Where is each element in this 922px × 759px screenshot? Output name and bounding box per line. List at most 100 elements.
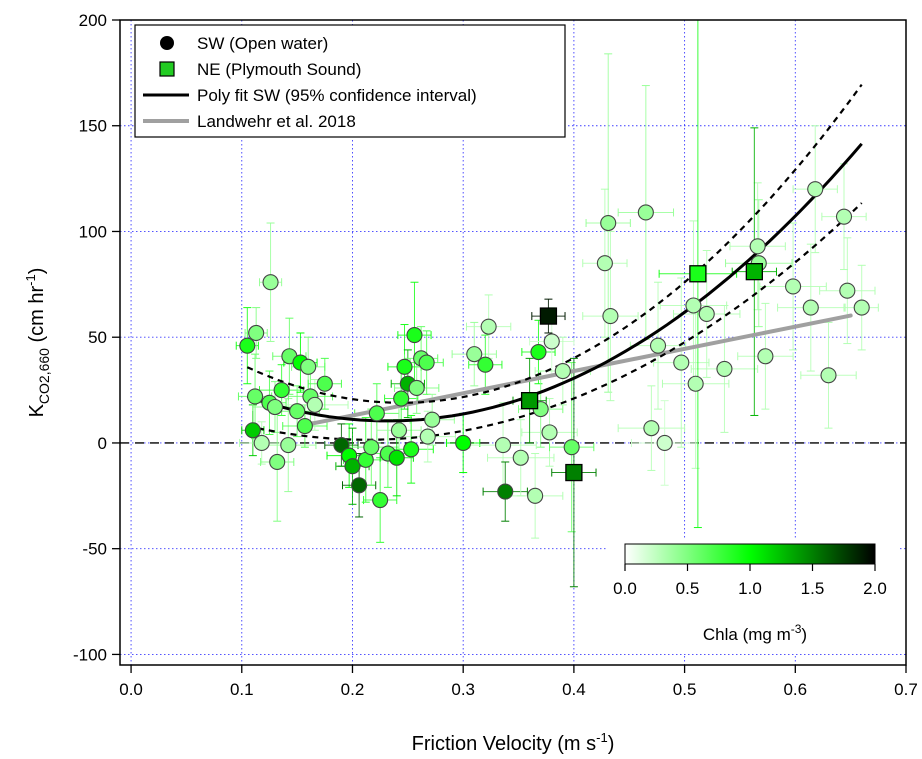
sw-point xyxy=(596,255,613,272)
sw-point xyxy=(477,356,494,373)
x-tick-label-5: 0.5 xyxy=(673,680,697,699)
confidence-upper-line xyxy=(246,83,863,404)
ne-point xyxy=(565,463,583,482)
sw-point xyxy=(266,398,284,416)
sw-point xyxy=(344,458,361,475)
y-tick-label-3: 50 xyxy=(88,328,107,347)
sw-point xyxy=(363,439,380,456)
x-axis-label: Friction Velocity (m s-1) xyxy=(412,730,615,755)
x-tick-label-2: 0.2 xyxy=(341,680,365,699)
sw-point xyxy=(820,367,837,384)
x-tick-label-3: 0.3 xyxy=(451,680,475,699)
colorbar: 0.0 0.5 1.0 1.5 2.0 Chla (mg m-3) xyxy=(606,538,898,654)
sw-point xyxy=(316,375,333,392)
sw-point xyxy=(512,449,529,466)
sw-point xyxy=(853,299,870,316)
sw-point xyxy=(351,477,368,494)
legend-circle-marker xyxy=(160,36,174,50)
sw-point xyxy=(300,358,317,375)
x-tick-label-1: 0.1 xyxy=(230,680,254,699)
y-tick-label-1: 150 xyxy=(79,117,107,136)
sw-point xyxy=(393,390,410,407)
sw-point xyxy=(698,305,715,323)
sw-point xyxy=(306,396,323,413)
sw-point xyxy=(388,449,405,466)
y-tick-label-4: 0 xyxy=(98,434,107,453)
sw-point xyxy=(273,382,290,399)
colorbar-tick-label-4: 2.0 xyxy=(863,579,887,598)
sw-point xyxy=(600,214,617,232)
sw-point xyxy=(248,324,265,342)
y-tick-label-2: 100 xyxy=(79,222,107,241)
ne-point xyxy=(689,265,707,283)
axis-ticks: 0.0 0.1 0.2 0.3 0.4 0.5 0.6 0.7 200 150 100 50 0 -50 -… xyxy=(73,11,918,699)
sw-point xyxy=(541,424,558,441)
sw-point xyxy=(673,354,690,371)
sw-point xyxy=(296,417,313,435)
sw-point xyxy=(253,434,270,452)
legend: SW (Open water) NE (Plymouth Sound) Poly… xyxy=(134,24,566,138)
colorbar-tick-label-0: 0.0 xyxy=(613,579,637,598)
landwehr-line xyxy=(306,313,853,427)
sw-point xyxy=(372,491,389,509)
sw-point xyxy=(687,375,704,392)
legend-box xyxy=(134,24,566,138)
y-tick-label-0: 200 xyxy=(79,11,107,30)
sw-point xyxy=(807,181,824,198)
colorbar-ticks: 0.0 0.5 1.0 1.5 2.0 xyxy=(613,564,887,598)
sw-point xyxy=(368,405,385,422)
sw-point xyxy=(396,358,413,375)
sw-point xyxy=(497,483,514,500)
ne-point xyxy=(539,307,558,325)
x-tick-label-0: 0.0 xyxy=(119,680,143,699)
sw-point xyxy=(527,487,544,504)
sw-point xyxy=(494,437,512,454)
y-tick-label-5: -50 xyxy=(82,540,107,559)
sw-point xyxy=(757,348,774,365)
colorbar-tick-label-2: 1.0 xyxy=(738,579,762,598)
sw-point xyxy=(269,453,286,471)
sw-point xyxy=(455,434,472,452)
colorbar-gradient xyxy=(624,543,876,565)
sw-point xyxy=(802,299,819,316)
legend-label-landwehr: Landwehr et al. 2018 xyxy=(197,112,356,131)
sw-point xyxy=(637,204,654,221)
legend-label-ne: NE (Plymouth Sound) xyxy=(197,60,361,79)
ne-point xyxy=(745,263,763,281)
y-axis-label: KCO2,660 (cm hr-1) xyxy=(23,268,52,418)
sw-point xyxy=(835,208,853,225)
x-tick-label-4: 0.4 xyxy=(562,680,586,699)
sw-point xyxy=(408,379,425,397)
legend-label-sw: SW (Open water) xyxy=(197,34,328,53)
sw-point xyxy=(480,318,497,335)
sw-point xyxy=(839,282,856,299)
x-tick-label-6: 0.6 xyxy=(783,680,807,699)
colorbar-tick-label-3: 1.5 xyxy=(801,579,825,598)
sw-point xyxy=(563,439,580,456)
sw-point xyxy=(244,422,261,439)
sw-point xyxy=(530,343,547,361)
sw-point xyxy=(685,297,702,314)
plot-frame xyxy=(119,19,907,666)
sw-point xyxy=(656,434,673,452)
sw-point xyxy=(543,333,560,350)
ne-point xyxy=(520,392,539,410)
data-points xyxy=(239,181,870,509)
sw-point xyxy=(280,437,297,454)
sw-point xyxy=(466,346,483,363)
sw-point xyxy=(418,354,435,371)
sw-point xyxy=(419,428,436,445)
legend-square-marker xyxy=(159,61,175,77)
sw-point xyxy=(602,308,619,325)
sw-point xyxy=(406,327,423,344)
colorbar-tick-label-1: 0.5 xyxy=(676,579,700,598)
confidence-lower-line xyxy=(247,202,863,441)
sw-point xyxy=(289,403,306,420)
sw-point xyxy=(554,362,571,380)
sw-point xyxy=(390,422,408,439)
x-tick-label-7: 0.7 xyxy=(894,680,918,699)
sw-point xyxy=(403,441,420,458)
fit-lines xyxy=(246,83,863,441)
sw-point xyxy=(716,360,733,377)
sw-point xyxy=(239,337,256,354)
